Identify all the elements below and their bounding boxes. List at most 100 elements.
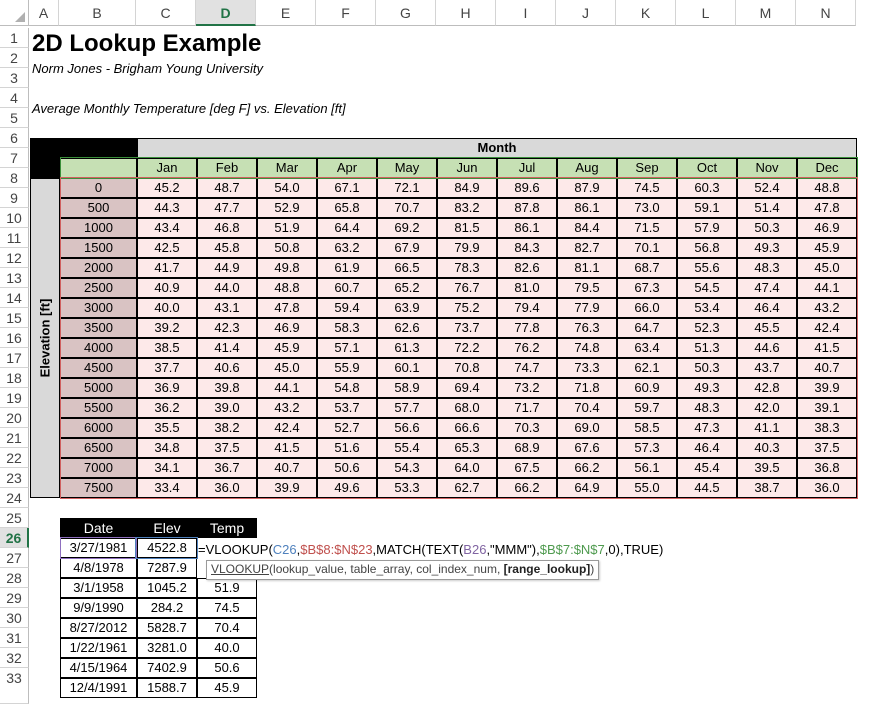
temp-cell[interactable]: 67.9	[377, 238, 437, 258]
temp-cell[interactable]: 51.3	[677, 338, 737, 358]
temp-cell[interactable]: 84.9	[437, 178, 497, 198]
temp-cell[interactable]: 36.8	[797, 458, 857, 478]
temp-cell[interactable]: 55.4	[377, 438, 437, 458]
row-header-10[interactable]: 10	[0, 208, 29, 228]
temp-cell[interactable]: 59.1	[677, 198, 737, 218]
temp-cell[interactable]: 68.0	[437, 398, 497, 418]
lookup-cell-temp[interactable]: 45.9	[197, 678, 257, 698]
row-header-5[interactable]: 5	[0, 108, 29, 128]
temp-cell[interactable]: 74.7	[497, 358, 557, 378]
temp-cell[interactable]: 64.7	[617, 318, 677, 338]
temp-cell[interactable]: 56.8	[677, 238, 737, 258]
row-header-3[interactable]: 3	[0, 68, 29, 88]
temp-cell[interactable]: 39.1	[797, 398, 857, 418]
lookup-cell-temp[interactable]: 50.6	[197, 658, 257, 678]
row-header-13[interactable]: 13	[0, 268, 29, 288]
column-header-l[interactable]: L	[676, 0, 736, 26]
lookup-cell-date[interactable]: 3/1/1958	[60, 578, 137, 598]
temp-cell[interactable]: 76.2	[497, 338, 557, 358]
temp-cell[interactable]: 34.8	[137, 438, 197, 458]
temp-cell[interactable]: 50.6	[317, 458, 377, 478]
lookup-cell-elev[interactable]: 5828.7	[137, 618, 197, 638]
row-header-21[interactable]: 21	[0, 428, 29, 448]
temp-cell[interactable]: 87.8	[497, 198, 557, 218]
temp-cell[interactable]: 42.0	[737, 398, 797, 418]
temp-cell[interactable]: 42.4	[257, 418, 317, 438]
lookup-cell-date[interactable]: 4/15/1964	[60, 658, 137, 678]
temp-cell[interactable]: 55.9	[317, 358, 377, 378]
temp-cell[interactable]: 52.4	[737, 178, 797, 198]
elevation-cell[interactable]: 2500	[60, 278, 137, 298]
temp-cell[interactable]: 81.1	[557, 258, 617, 278]
temp-cell[interactable]: 44.6	[737, 338, 797, 358]
temp-cell[interactable]: 36.2	[137, 398, 197, 418]
month-cell-may[interactable]: May	[377, 158, 437, 178]
column-header-f[interactable]: F	[316, 0, 376, 26]
temp-cell[interactable]: 52.7	[317, 418, 377, 438]
temp-cell[interactable]: 38.5	[137, 338, 197, 358]
month-header-blank[interactable]	[60, 158, 137, 178]
temp-cell[interactable]: 52.9	[257, 198, 317, 218]
temp-cell[interactable]: 74.8	[557, 338, 617, 358]
row-header-32[interactable]: 32	[0, 648, 29, 668]
temp-cell[interactable]: 35.5	[137, 418, 197, 438]
row-header-1[interactable]: 1	[0, 28, 29, 48]
month-cell-nov[interactable]: Nov	[737, 158, 797, 178]
temp-cell[interactable]: 40.7	[797, 358, 857, 378]
temp-cell[interactable]: 50.8	[257, 238, 317, 258]
row-header-18[interactable]: 18	[0, 368, 29, 388]
temp-cell[interactable]: 54.8	[317, 378, 377, 398]
elevation-cell[interactable]: 6500	[60, 438, 137, 458]
temp-cell[interactable]: 51.6	[317, 438, 377, 458]
temp-cell[interactable]: 70.1	[617, 238, 677, 258]
temp-cell[interactable]: 57.7	[377, 398, 437, 418]
elevation-cell[interactable]: 3000	[60, 298, 137, 318]
row-header-23[interactable]: 23	[0, 468, 29, 488]
elevation-cell[interactable]: 1500	[60, 238, 137, 258]
temp-cell[interactable]: 82.7	[557, 238, 617, 258]
temp-cell[interactable]: 78.3	[437, 258, 497, 278]
temp-cell[interactable]: 45.5	[737, 318, 797, 338]
temp-cell[interactable]: 50.3	[677, 358, 737, 378]
temp-cell[interactable]: 43.7	[737, 358, 797, 378]
month-cell-feb[interactable]: Feb	[197, 158, 257, 178]
row-header-9[interactable]: 9	[0, 188, 29, 208]
column-header-c[interactable]: C	[136, 0, 196, 26]
formula-in-cell[interactable]: =VLOOKUP(C26,$B$8:$N$23,MATCH(TEXT(B26,"…	[198, 541, 663, 559]
temp-cell[interactable]: 45.9	[797, 238, 857, 258]
lookup-cell-date[interactable]: 12/4/1991	[60, 678, 137, 698]
month-cell-jun[interactable]: Jun	[437, 158, 497, 178]
temp-cell[interactable]: 72.2	[437, 338, 497, 358]
temp-cell[interactable]: 53.4	[677, 298, 737, 318]
temp-cell[interactable]: 84.4	[557, 218, 617, 238]
elevation-cell[interactable]: 7000	[60, 458, 137, 478]
temp-cell[interactable]: 73.3	[557, 358, 617, 378]
temp-cell[interactable]: 45.4	[677, 458, 737, 478]
temp-cell[interactable]: 60.9	[617, 378, 677, 398]
temp-cell[interactable]: 56.6	[377, 418, 437, 438]
temp-cell[interactable]: 45.2	[137, 178, 197, 198]
temp-cell[interactable]: 60.7	[317, 278, 377, 298]
temp-cell[interactable]: 68.9	[497, 438, 557, 458]
lookup-cell-date[interactable]: 4/8/1978	[60, 558, 137, 578]
temp-cell[interactable]: 40.0	[137, 298, 197, 318]
temp-cell[interactable]: 64.0	[437, 458, 497, 478]
temp-cell[interactable]: 59.7	[617, 398, 677, 418]
temp-cell[interactable]: 40.7	[257, 458, 317, 478]
temp-cell[interactable]: 66.2	[497, 478, 557, 498]
lookup-cell-date[interactable]: 1/22/1961	[60, 638, 137, 658]
elevation-cell[interactable]: 4500	[60, 358, 137, 378]
temp-cell[interactable]: 63.4	[617, 338, 677, 358]
temp-cell[interactable]: 37.5	[197, 438, 257, 458]
lookup-cell-elev[interactable]: 4522.8	[137, 538, 197, 558]
temp-cell[interactable]: 46.8	[197, 218, 257, 238]
temp-cell[interactable]: 38.7	[737, 478, 797, 498]
column-header-e[interactable]: E	[256, 0, 316, 26]
temp-cell[interactable]: 43.1	[197, 298, 257, 318]
temp-cell[interactable]: 46.9	[257, 318, 317, 338]
temp-cell[interactable]: 37.7	[137, 358, 197, 378]
temp-cell[interactable]: 60.1	[377, 358, 437, 378]
temp-cell[interactable]: 89.6	[497, 178, 557, 198]
row-header-20[interactable]: 20	[0, 408, 29, 428]
lookup-cell-elev[interactable]: 7287.9	[137, 558, 197, 578]
